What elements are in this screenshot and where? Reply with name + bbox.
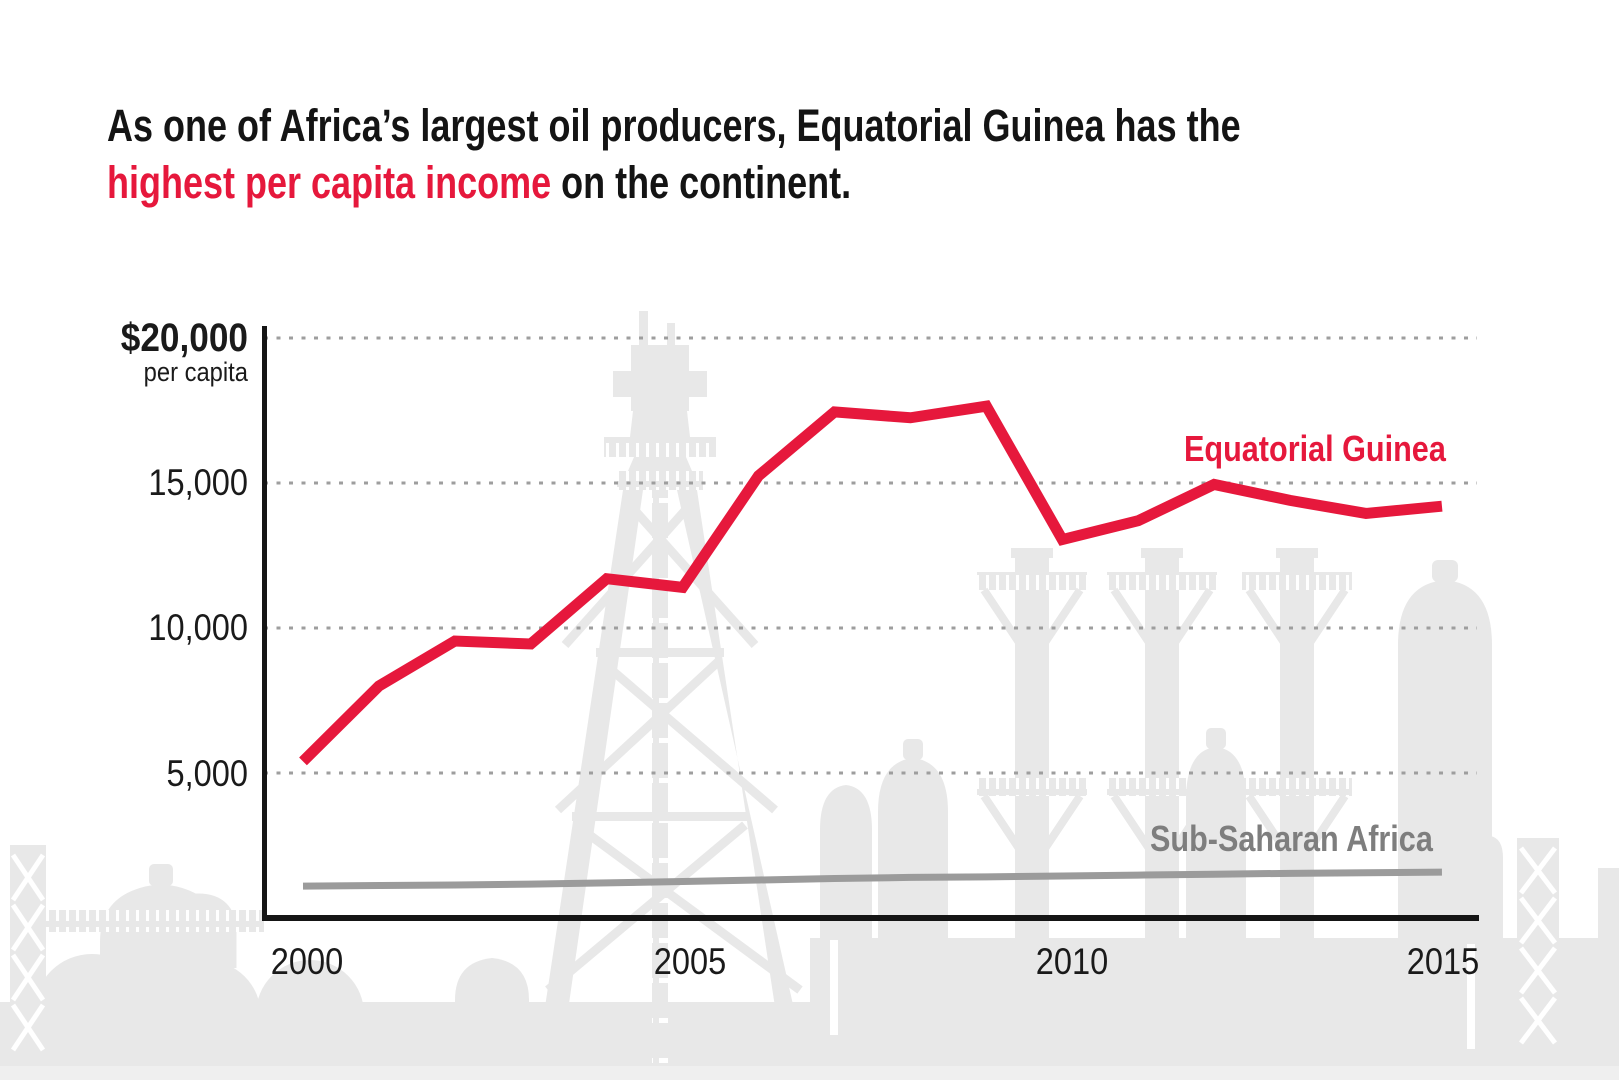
walkway xyxy=(44,910,264,932)
gridlines xyxy=(264,336,1477,775)
equatorial-guinea-line xyxy=(299,400,1443,766)
y-axis-line xyxy=(262,326,267,920)
refinery-column-3 xyxy=(1242,548,1352,1080)
oil-derrick xyxy=(534,311,810,1080)
thin-column-right xyxy=(1477,858,1503,1080)
y-tick-10000: 10,000 xyxy=(148,607,248,648)
lattice-mast-left xyxy=(10,845,46,1080)
y-axis-unit: per capita xyxy=(143,357,248,387)
sphere-tank-2 xyxy=(149,960,261,1072)
footer-strip xyxy=(0,1066,1619,1080)
sub-saharan-africa-line xyxy=(302,868,1442,890)
edge-sliver xyxy=(1598,868,1619,1080)
x-tick-2005: 2005 xyxy=(653,941,727,982)
refinery-column-1 xyxy=(977,548,1087,1080)
title-line-1: As one of Africa’s largest oil producers… xyxy=(107,100,1241,151)
x-tick-2010: 2010 xyxy=(1035,941,1109,982)
sphere-tank-1 xyxy=(34,954,150,1070)
lattice-mast-right xyxy=(1517,838,1559,1080)
title-line-2: highest per capita income on the contine… xyxy=(107,154,1241,211)
x-axis-line xyxy=(262,915,1479,921)
x-tick-2015: 2015 xyxy=(1406,941,1480,982)
y-tick-5000: 5,000 xyxy=(166,753,248,794)
sphere-tank-3 xyxy=(256,960,364,1068)
x-tick-2000: 2000 xyxy=(270,941,344,982)
title-highlight: highest per capita income xyxy=(107,157,552,208)
equatorial-guinea-label: Equatorial Guinea xyxy=(1184,428,1446,469)
y-tick-15000: 15,000 xyxy=(148,462,248,503)
tank-mid xyxy=(1186,747,1246,1080)
y-tick-20000: $20,000 xyxy=(120,316,248,360)
refinery-column-2 xyxy=(1107,548,1217,1080)
sub-saharan-africa-label: Sub-Saharan Africa xyxy=(1150,818,1433,859)
title-line-2-rest: on the continent. xyxy=(551,157,852,208)
chart-title: As one of Africa’s largest oil producers… xyxy=(107,97,1241,211)
tank-dome-small xyxy=(455,958,529,1080)
